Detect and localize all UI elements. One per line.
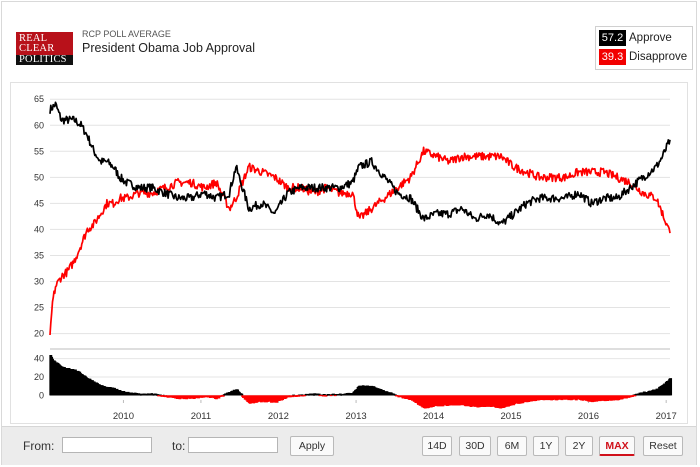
spread-y-tick-label: 20 (34, 372, 44, 382)
x-tick-label: 2011 (191, 411, 211, 422)
y-tick-label: 35 (34, 250, 44, 260)
legend-disapprove-value: 39.3 (599, 49, 626, 65)
reset-button[interactable]: Reset (643, 436, 683, 456)
legend-approve-label: Approve (629, 32, 672, 44)
y-tick-label: 55 (34, 146, 44, 156)
x-tick-label: 2013 (346, 411, 367, 422)
range-30d-button[interactable]: 30D (459, 436, 491, 456)
y-tick-label: 30 (34, 277, 44, 287)
x-tick-label: 2012 (268, 411, 289, 422)
legend-disapprove-label: Disapprove (629, 51, 688, 63)
range-14d-button[interactable]: 14D (422, 436, 452, 456)
y-tick-label: 40 (34, 224, 44, 234)
range-6m-button[interactable]: 6M (497, 436, 527, 456)
y-tick-label: 25 (34, 303, 44, 313)
series-line-disapprove (49, 146, 671, 336)
from-label: From: (23, 439, 55, 453)
to-label: to: (172, 439, 186, 453)
y-tick-label: 45 (34, 198, 44, 208)
chart-header: REAL CLEAR POLITICS RCP POLL AVERAGE Pre… (2, 2, 696, 82)
apply-button[interactable]: Apply (290, 436, 334, 456)
y-tick-label: 20 (34, 329, 44, 339)
x-tick-label: 2010 (113, 411, 134, 422)
plot-area (10, 82, 688, 424)
spread-y-tick-label: 0 (39, 390, 44, 400)
spread-y-tick-label: 40 (34, 354, 44, 364)
chart-legend: 57.2 Approve 39.3 Disapprove (595, 26, 693, 70)
range-max-button[interactable]: MAX (599, 436, 635, 456)
legend-item-disapprove: 39.3 Disapprove (599, 49, 687, 65)
legend-approve-value: 57.2 (599, 30, 626, 46)
x-tick-label: 2016 (578, 411, 599, 422)
chart-kicker: RCP POLL AVERAGE (82, 29, 171, 39)
y-tick-label: 50 (34, 172, 44, 182)
range-1y-button[interactable]: 1Y (533, 436, 559, 456)
x-tick-label: 2015 (500, 411, 521, 422)
x-tick-label: 2014 (423, 411, 444, 422)
y-tick-label: 60 (34, 120, 44, 130)
range-controls: From: to: Apply 14D 30D 6M 1Y 2Y MAX Res… (2, 426, 696, 465)
chart-canvas: 20 25 30 35 40 45 50 55 60 65 0 20 40 2010 2011 2012 201… (34, 94, 677, 422)
chart-title: President Obama Job Approval (82, 41, 256, 55)
to-date-input[interactable] (188, 437, 278, 453)
range-2y-button[interactable]: 2Y (565, 436, 593, 456)
y-tick-label: 65 (34, 94, 44, 104)
series-line-approve (49, 101, 671, 226)
from-date-input[interactable] (62, 437, 152, 453)
x-tick-label: 2017 (656, 411, 677, 422)
rcp-logo: REAL CLEAR POLITICS (16, 32, 73, 65)
spread-negative-area (157, 394, 637, 409)
spread-positive-area (49, 354, 673, 397)
legend-item-approve: 57.2 Approve (599, 30, 672, 46)
